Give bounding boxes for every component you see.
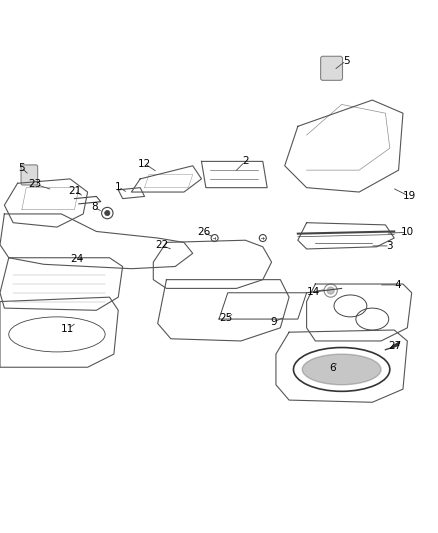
- Text: 27: 27: [389, 341, 402, 351]
- Text: 24: 24: [70, 254, 83, 264]
- Text: 1: 1: [115, 182, 122, 192]
- Text: 10: 10: [401, 228, 414, 237]
- FancyBboxPatch shape: [321, 56, 343, 80]
- Text: 14: 14: [307, 287, 320, 297]
- Text: 12: 12: [138, 159, 151, 168]
- Text: 21: 21: [68, 186, 81, 196]
- Circle shape: [105, 211, 110, 216]
- Text: 23: 23: [28, 179, 42, 189]
- Circle shape: [327, 287, 334, 294]
- Text: 22: 22: [155, 240, 169, 251]
- Text: 3: 3: [386, 241, 393, 251]
- Ellipse shape: [302, 354, 381, 385]
- Text: 11: 11: [61, 324, 74, 334]
- Text: 2: 2: [242, 156, 249, 166]
- FancyBboxPatch shape: [21, 165, 38, 185]
- Text: 5: 5: [18, 163, 25, 173]
- Text: 9: 9: [270, 317, 277, 327]
- Text: 6: 6: [329, 363, 336, 373]
- Text: 19: 19: [403, 191, 416, 201]
- Text: 25: 25: [219, 313, 232, 323]
- Text: 5: 5: [343, 55, 350, 66]
- Text: 8: 8: [91, 203, 98, 212]
- Text: 4: 4: [394, 280, 401, 290]
- Text: 26: 26: [197, 228, 210, 237]
